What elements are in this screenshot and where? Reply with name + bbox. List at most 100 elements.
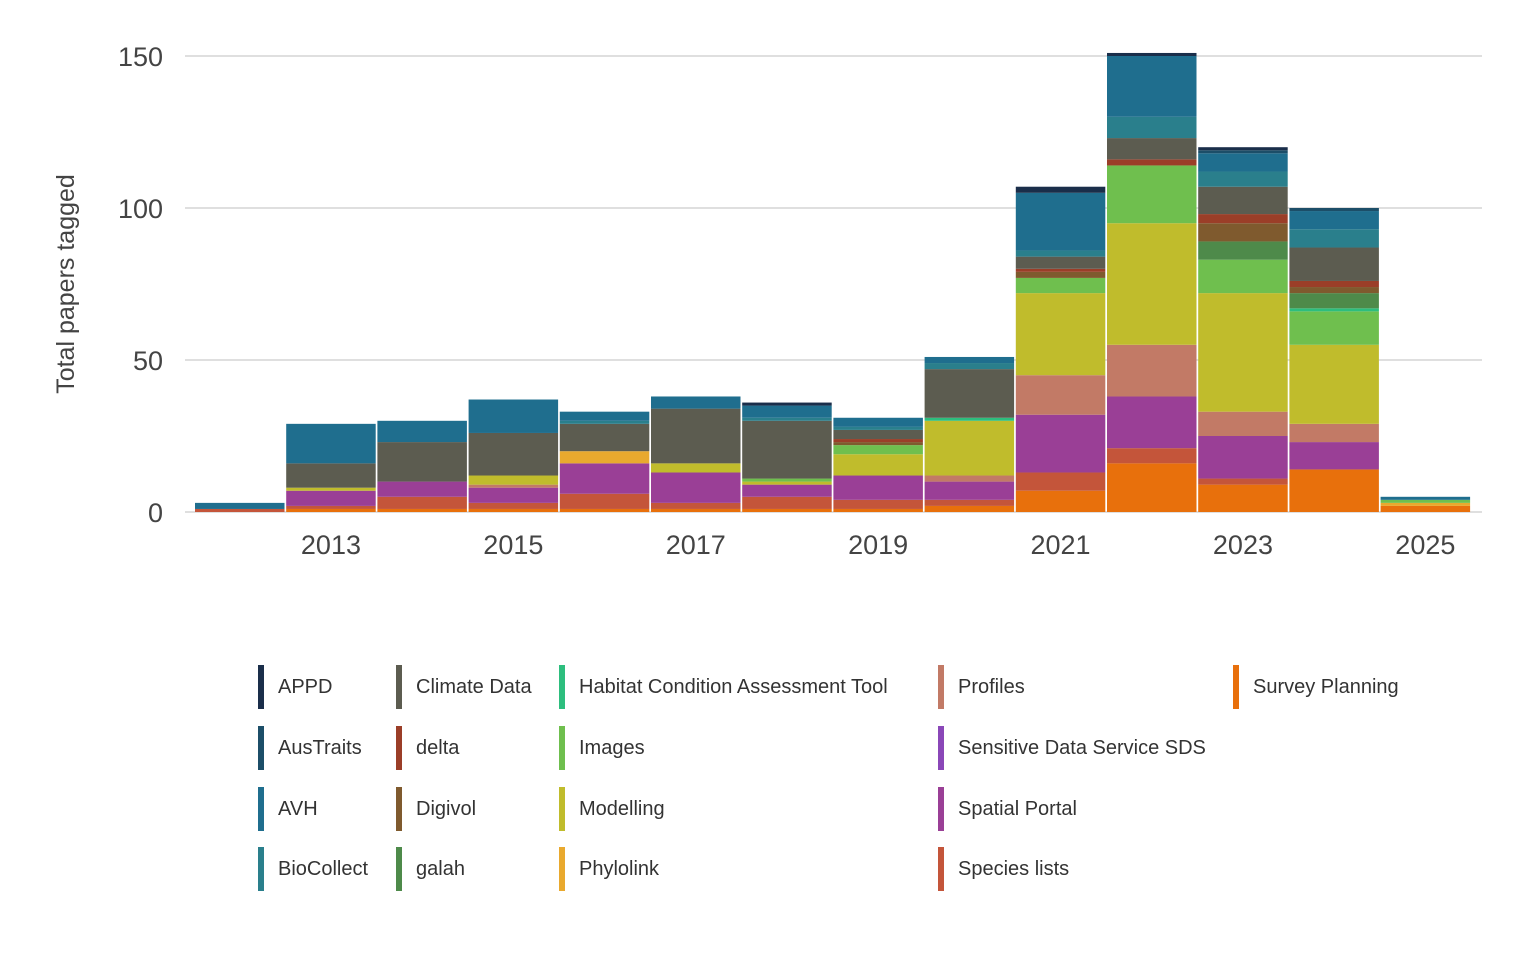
- bar-segment-profiles: [1015, 375, 1106, 415]
- bar-segment-delta: [833, 439, 923, 443]
- bar-segment-climate-data: [468, 432, 559, 476]
- bar-segment-modelling: [651, 463, 741, 473]
- bar-stack-2016: [559, 411, 650, 512]
- bar-segment-survey-planning: [286, 508, 376, 512]
- x-tick-label: 2023: [1213, 530, 1273, 560]
- bar-segment-biocollect: [1289, 229, 1379, 248]
- bar-segment-images: [1198, 259, 1288, 294]
- bar-segment-survey-planning: [651, 508, 741, 512]
- bar-segment-galah: [1289, 293, 1379, 309]
- bar-segment-species-lists: [651, 502, 741, 509]
- bar-segment-species-lists: [1107, 448, 1197, 464]
- bar-segment-habitat-condition-assessment-tool: [924, 417, 1015, 421]
- bar-segment-delta: [1015, 268, 1106, 272]
- bar-segment-avh: [924, 356, 1015, 364]
- bar-segment-modelling: [1198, 293, 1288, 412]
- bar-segment-delta: [1198, 214, 1288, 224]
- bar-segment-appd: [1198, 147, 1288, 151]
- bar-stack-2017: [651, 396, 741, 512]
- bar-segment-survey-planning: [1380, 505, 1471, 512]
- bar-segment-profiles: [924, 475, 1015, 482]
- bar-segment-spatial-portal: [1107, 396, 1197, 449]
- bar-segment-avh: [651, 396, 741, 409]
- bar-segment-avh: [286, 423, 376, 464]
- bar-segment-images: [833, 445, 923, 455]
- bar-segment-digivol: [833, 442, 923, 446]
- bar-segment-digivol: [1198, 223, 1288, 242]
- bar-segment-climate-data: [924, 369, 1015, 418]
- bar-segment-avh: [1198, 153, 1288, 172]
- bar-segment-avh: [1289, 211, 1379, 230]
- bar-segment-modelling: [1107, 223, 1197, 345]
- bar-segment-species-lists: [742, 496, 832, 509]
- bar-segment-survey-planning: [559, 508, 650, 512]
- bar-segment-spatial-portal: [286, 490, 376, 506]
- bar-segment-modelling: [468, 475, 559, 485]
- bar-segment-avh: [559, 411, 650, 421]
- bar-segment-avh: [742, 405, 832, 418]
- bar-segment-survey-planning: [1289, 469, 1379, 512]
- bar-segment-modelling: [833, 454, 923, 476]
- bar-segment-avh: [195, 502, 285, 509]
- bar-segment-spatial-portal: [1015, 414, 1106, 473]
- bar-segment-avh: [833, 417, 923, 427]
- bar-segment-species-lists: [1198, 478, 1288, 485]
- bar-segment-profiles: [468, 484, 559, 488]
- bar-segment-modelling: [286, 487, 376, 491]
- bar-segment-species-lists: [377, 496, 467, 509]
- bar-segment-biocollect: [1015, 250, 1106, 257]
- bar-segment-spatial-portal: [833, 475, 923, 500]
- bar-segment-delta: [1107, 159, 1197, 166]
- y-axis-title: Total papers tagged: [52, 174, 80, 394]
- bar-segment-biocollect: [1198, 171, 1288, 187]
- bar-stack-2024: [1289, 208, 1379, 512]
- bar-segment-biocollect: [924, 363, 1015, 370]
- bar-segment-climate-data: [1198, 186, 1288, 215]
- bar-segment-appd: [742, 402, 832, 406]
- y-tick-label: 0: [148, 498, 163, 528]
- bar-segment-avh: [1107, 56, 1197, 117]
- bar-segment-avh: [468, 399, 559, 433]
- bar-segment-species-lists: [833, 499, 923, 509]
- bar-segment-austraits: [1289, 208, 1379, 212]
- bar-segment-profiles: [1107, 344, 1197, 397]
- bar-segment-modelling: [742, 481, 832, 485]
- bar-segment-survey-planning: [833, 508, 923, 512]
- bar-segment-images: [742, 478, 832, 482]
- bar-segment-modelling: [924, 420, 1015, 476]
- bar-segment-phylolink: [559, 451, 650, 464]
- bars: [195, 52, 1471, 512]
- bar-segment-climate-data: [742, 420, 832, 479]
- bar-segment-climate-data: [286, 463, 376, 488]
- bar-segment-digivol: [1289, 287, 1379, 294]
- x-tick-label: 2019: [848, 530, 908, 560]
- bar-segment-spatial-portal: [1198, 436, 1288, 479]
- bar-segment-survey-planning: [924, 505, 1015, 512]
- bar-segment-species-lists: [286, 505, 376, 509]
- bar-segment-survey-planning: [742, 508, 832, 512]
- bar-segment-avh: [1015, 192, 1106, 251]
- bar-segment-climate-data: [1015, 256, 1106, 269]
- bar-segment-species-lists: [195, 508, 285, 512]
- bar-segment-biocollect: [1107, 116, 1197, 139]
- bar-segment-spatial-portal: [742, 484, 832, 497]
- bar-segment-spatial-portal: [559, 463, 650, 494]
- bar-segment-survey-planning: [468, 508, 559, 512]
- x-tick-label: 2025: [1395, 530, 1455, 560]
- bar-segment-spatial-portal: [468, 487, 559, 503]
- bar-stack-2019: [833, 417, 923, 512]
- bar-segment-species-lists: [924, 499, 1015, 506]
- bar-segment-images: [1015, 277, 1106, 294]
- bar-segment-climate-data: [559, 423, 650, 452]
- bar-segment-profiles: [1289, 423, 1379, 443]
- bar-segment-survey-planning: [377, 508, 467, 512]
- bar-segment-climate-data: [833, 429, 923, 440]
- bar-segment-biocollect: [833, 426, 923, 430]
- bar-segment-survey-planning: [1198, 484, 1288, 512]
- x-tick-label: 2015: [483, 530, 543, 560]
- bar-segment-images: [1380, 499, 1471, 503]
- y-tick-label: 100: [118, 194, 163, 224]
- bar-stack-2025: [1380, 496, 1471, 512]
- bar-segment-habitat-condition-assessment-tool: [1289, 308, 1379, 312]
- bar-segment-digivol: [1015, 271, 1106, 278]
